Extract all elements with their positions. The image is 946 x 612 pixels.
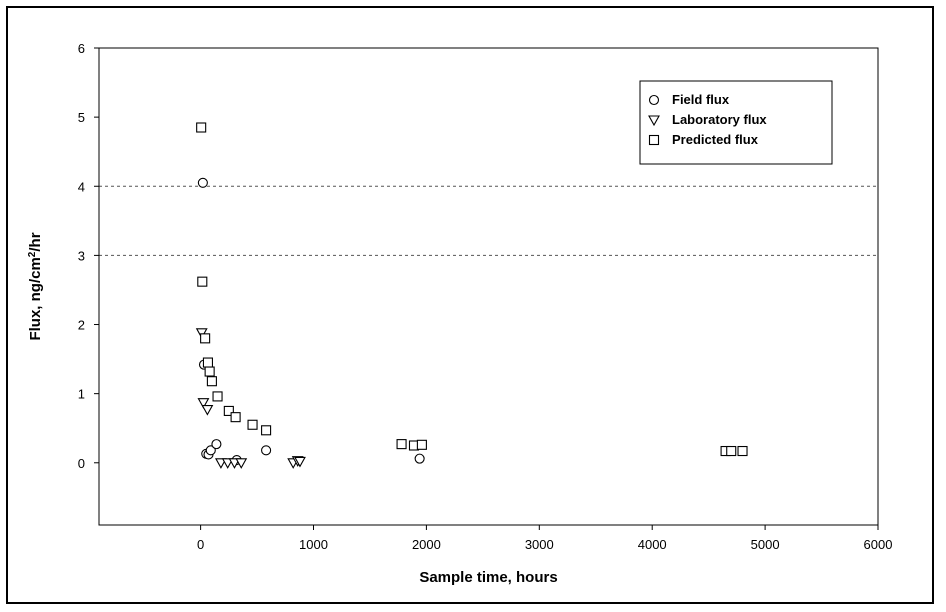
plot-area xyxy=(98,47,879,526)
field-flux-point xyxy=(414,453,425,464)
predicted-flux-point xyxy=(261,425,272,436)
laboratory-flux-point xyxy=(235,458,248,469)
laboratory-flux-point xyxy=(197,398,210,409)
y-tick-label: 4 xyxy=(78,179,85,194)
legend-box xyxy=(639,80,833,165)
y-tick-label: 3 xyxy=(78,248,85,263)
gridlines xyxy=(99,185,878,256)
legend-marker xyxy=(648,94,660,106)
x-tick-label: 5000 xyxy=(751,537,780,552)
predicted-flux-point xyxy=(396,439,407,450)
x-tick-label: 1000 xyxy=(299,537,328,552)
predicted-flux-point xyxy=(202,357,213,368)
x-tick-label: 4000 xyxy=(638,537,667,552)
legend-marker xyxy=(648,134,660,146)
y-tick-label: 1 xyxy=(78,387,85,402)
chart-frame xyxy=(6,6,934,604)
y-axis-ticks: 0 1 2 3 4 5 6 xyxy=(78,41,99,471)
x-axis-label: Sample time, hours xyxy=(419,569,557,586)
field-flux-point xyxy=(211,439,222,450)
x-tick-label: 6000 xyxy=(864,537,893,552)
y-axis-label-main: Flux, ng/cm xyxy=(27,257,44,340)
field-flux-point xyxy=(261,445,272,456)
x-tick-label: 2000 xyxy=(412,537,441,552)
x-axis-ticks: 0 1000 2000 3000 4000 5000 6000 xyxy=(197,525,892,552)
legend: Field flux Laboratory flux Predicted flux xyxy=(639,80,833,165)
data-points xyxy=(195,122,748,469)
y-axis-label-tail: /hr xyxy=(27,232,44,251)
predicted-flux-point xyxy=(206,376,217,387)
y-axis-label-superscript: 2 xyxy=(27,251,38,257)
y-tick-label: 2 xyxy=(78,318,85,333)
predicted-flux-point xyxy=(196,122,207,133)
legend-entry: Field flux xyxy=(672,92,730,107)
field-flux-point xyxy=(205,445,216,456)
laboratory-flux-point xyxy=(294,456,306,468)
predicted-flux-point xyxy=(212,391,223,402)
y-axis-label: Flux, ng/cm2/hr xyxy=(27,232,45,340)
predicted-flux-point xyxy=(726,445,737,457)
predicted-flux-point xyxy=(737,445,748,457)
predicted-flux-point xyxy=(247,419,258,430)
y-tick-label: 6 xyxy=(78,41,85,56)
legend-marker xyxy=(648,115,660,127)
y-tick-label: 0 xyxy=(78,456,85,471)
predicted-flux-point xyxy=(230,412,241,423)
legend-entry: Predicted flux xyxy=(672,132,759,147)
predicted-flux-point xyxy=(223,405,234,416)
legend-entry: Laboratory flux xyxy=(672,112,767,127)
x-tick-label: 3000 xyxy=(525,537,554,552)
y-tick-label: 5 xyxy=(78,110,85,125)
field-flux-point xyxy=(197,177,208,188)
x-tick-label: 0 xyxy=(197,537,204,552)
predicted-flux-point xyxy=(197,276,208,287)
predicted-flux-point xyxy=(200,333,211,344)
predicted-flux-point xyxy=(204,366,215,377)
predicted-flux-point xyxy=(416,439,427,450)
laboratory-flux-point xyxy=(201,405,214,416)
